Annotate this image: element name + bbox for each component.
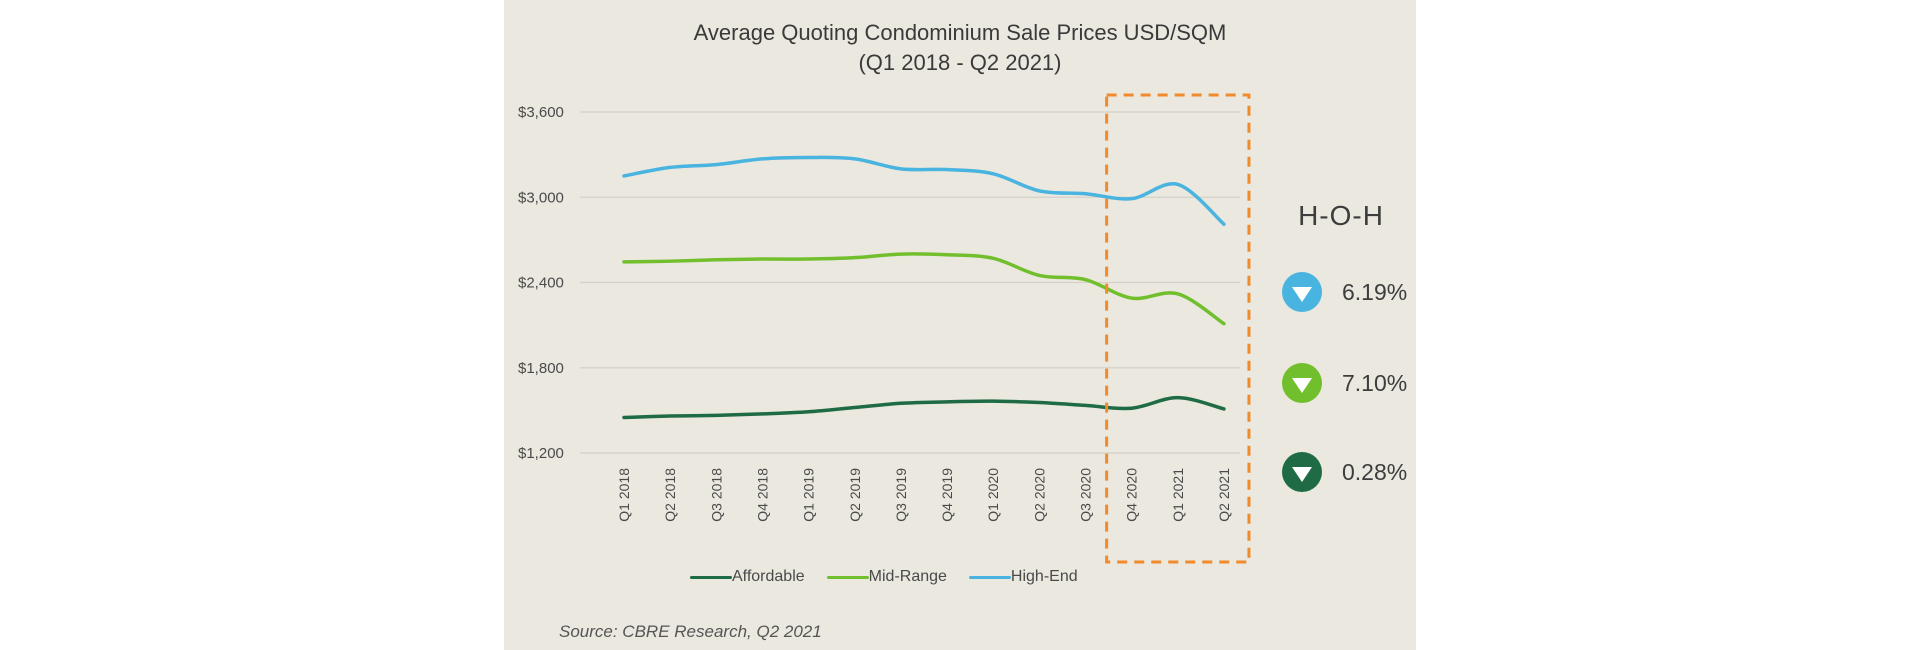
x-tick-label: Q3 2019: [893, 468, 909, 522]
x-axis: Q1 2018 Q2 2018 Q3 2018 Q4 2018 Q1 2019 Q2 20…: [616, 468, 1232, 522]
y-tick-label: $3,000: [518, 189, 564, 206]
hoh-item-affordable: 0.28%: [1282, 450, 1442, 494]
chart-panel: [504, 0, 1416, 650]
y-tick-label: $1,800: [518, 360, 564, 377]
series-line-high-end: [622, 155, 1226, 226]
chart-legend: Affordable Mid-Range High-End: [690, 568, 1100, 586]
down-triangle-icon: [1292, 466, 1312, 482]
y-tick-label: $1,200: [518, 445, 564, 462]
hoh-badge: [1282, 272, 1322, 312]
hoh-badge: [1282, 363, 1322, 403]
hoh-value: 6.19%: [1342, 278, 1408, 305]
hoh-item-high-end: 6.19%: [1282, 270, 1442, 314]
highlight-box: [1105, 93, 1251, 564]
legend-item-high-end: High-End: [968, 568, 1078, 586]
x-tick-label: Q2 2020: [1031, 468, 1047, 522]
x-tick-label: Q1 2019: [801, 468, 817, 522]
x-tick-label: Q3 2020: [1078, 468, 1094, 522]
x-tick-label: Q4 2020: [1124, 468, 1140, 522]
legend-label: Affordable: [732, 568, 805, 585]
x-tick-label: Q4 2019: [939, 468, 955, 522]
hoh-value: 7.10%: [1342, 369, 1408, 396]
y-tick-label: $3,600: [518, 104, 564, 121]
x-tick-label: Q2 2021: [1216, 468, 1232, 522]
x-tick-label: Q3 2018: [708, 468, 724, 522]
series-layer: [622, 155, 1226, 420]
x-tick-label: Q1 2018: [616, 468, 632, 522]
x-tick-label: Q1 2020: [985, 468, 1001, 522]
hoh-badge: [1282, 452, 1322, 492]
x-tick-label: Q1 2021: [1170, 468, 1186, 522]
down-triangle-icon: [1292, 377, 1312, 393]
legend-item-affordable: Affordable: [690, 568, 805, 586]
legend-swatch: [826, 575, 869, 579]
hoh-item-mid-range: 7.10%: [1282, 361, 1442, 405]
x-tick-label: Q2 2019: [847, 468, 863, 522]
legend-item-mid-range: Mid-Range: [826, 568, 947, 586]
hoh-value: 0.28%: [1342, 458, 1408, 485]
down-triangle-icon: [1292, 286, 1312, 302]
highlight-layer: [1105, 93, 1251, 564]
series-line-mid-range: [622, 252, 1226, 326]
y-axis: $1,200 $1,800 $2,400 $3,000 $3,600: [518, 104, 564, 462]
series-line-affordable: [622, 395, 1226, 420]
legend-swatch: [968, 575, 1011, 579]
legend-label: Mid-Range: [868, 568, 947, 585]
legend-label: High-End: [1010, 568, 1078, 585]
legend-swatch: [690, 575, 732, 579]
x-tick-label: Q2 2018: [662, 468, 678, 522]
y-tick-label: $2,400: [518, 275, 564, 292]
source-note: Source: CBRE Research, Q2 2021: [559, 622, 822, 641]
x-tick-label: Q4 2018: [754, 468, 770, 522]
hoh-title: H-O-H: [1298, 200, 1384, 231]
